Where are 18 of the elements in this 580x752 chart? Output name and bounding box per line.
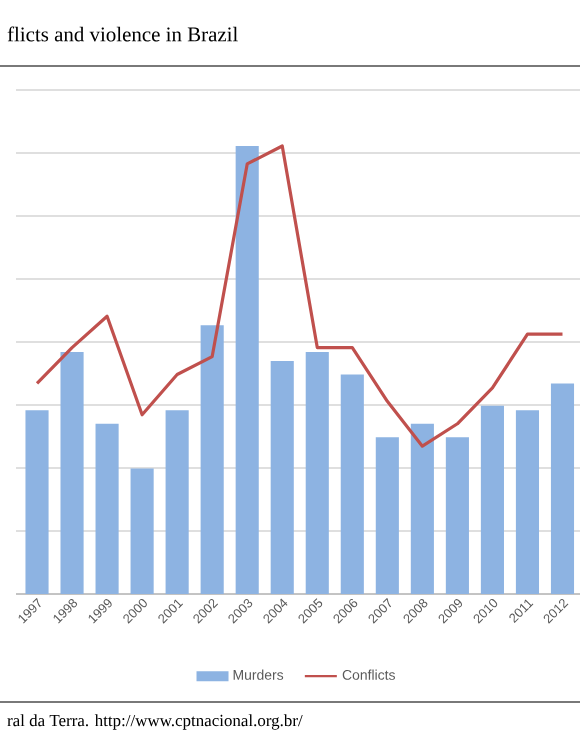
bar	[480, 405, 504, 594]
bar	[165, 410, 189, 594]
bar	[410, 423, 434, 594]
bar	[515, 410, 540, 594]
bar	[25, 410, 49, 594]
bar	[375, 437, 399, 594]
bar	[95, 423, 119, 594]
bar	[550, 383, 575, 594]
bar	[235, 145, 259, 594]
bar	[130, 468, 154, 594]
bar	[305, 352, 329, 594]
bar	[340, 374, 364, 594]
chart-title: flicts and violence in Brazil	[7, 26, 238, 42]
text: ral da Terra. http://www.cptnacional.org.br/	[7, 714, 303, 730]
bar	[200, 325, 224, 594]
bar	[445, 437, 469, 594]
bar	[270, 361, 294, 594]
bar	[60, 352, 84, 594]
